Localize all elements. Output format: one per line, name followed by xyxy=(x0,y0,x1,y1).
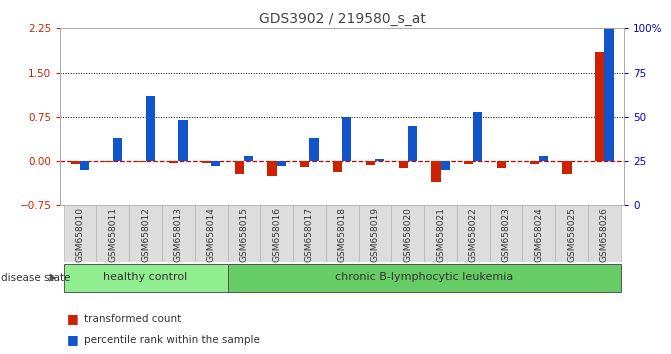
Bar xyxy=(399,161,408,168)
Bar xyxy=(457,205,490,262)
Bar xyxy=(178,120,187,161)
Bar xyxy=(64,205,97,262)
Text: GSM658010: GSM658010 xyxy=(76,207,85,262)
Bar xyxy=(195,205,227,262)
Bar xyxy=(293,205,326,262)
Text: GSM658018: GSM658018 xyxy=(338,207,347,262)
Text: GSM658026: GSM658026 xyxy=(600,207,609,262)
Bar xyxy=(326,205,358,262)
Bar xyxy=(103,161,113,162)
Bar xyxy=(80,161,89,170)
Bar xyxy=(202,161,211,163)
Text: percentile rank within the sample: percentile rank within the sample xyxy=(84,335,260,345)
Text: GSM658024: GSM658024 xyxy=(534,207,544,262)
Bar xyxy=(588,205,621,262)
Bar xyxy=(490,205,523,262)
Bar xyxy=(146,96,155,161)
Text: transformed count: transformed count xyxy=(84,314,181,324)
Text: ■: ■ xyxy=(67,333,79,346)
Bar xyxy=(244,156,253,161)
Bar xyxy=(169,161,178,164)
Bar xyxy=(555,205,588,262)
Bar xyxy=(268,161,276,176)
Bar xyxy=(595,52,605,161)
Text: GSM658014: GSM658014 xyxy=(207,207,215,262)
Bar xyxy=(162,205,195,262)
Title: GDS3902 / 219580_s_at: GDS3902 / 219580_s_at xyxy=(259,12,425,26)
Bar xyxy=(64,263,227,292)
Bar xyxy=(260,205,293,262)
Text: GSM658017: GSM658017 xyxy=(305,207,314,262)
Bar xyxy=(562,161,572,174)
Text: GSM658011: GSM658011 xyxy=(108,207,117,262)
Text: GSM658020: GSM658020 xyxy=(403,207,412,262)
Bar xyxy=(473,112,482,161)
Bar xyxy=(300,161,309,167)
Bar xyxy=(130,205,162,262)
Bar xyxy=(333,161,342,172)
Bar xyxy=(464,161,473,164)
Text: disease state: disease state xyxy=(1,273,71,283)
Bar xyxy=(391,205,424,262)
Text: GSM658021: GSM658021 xyxy=(436,207,445,262)
Text: GSM658019: GSM658019 xyxy=(370,207,380,262)
Bar xyxy=(358,205,391,262)
Bar xyxy=(431,161,441,182)
Text: GSM658012: GSM658012 xyxy=(141,207,150,262)
Text: GSM658025: GSM658025 xyxy=(567,207,576,262)
Bar xyxy=(227,205,260,262)
Text: GSM658015: GSM658015 xyxy=(240,207,248,262)
Bar xyxy=(97,205,130,262)
Text: ■: ■ xyxy=(67,312,79,325)
Text: GSM658013: GSM658013 xyxy=(174,207,183,262)
Bar xyxy=(523,205,555,262)
Bar xyxy=(227,263,621,292)
Text: chronic B-lymphocytic leukemia: chronic B-lymphocytic leukemia xyxy=(335,272,513,282)
Bar xyxy=(375,159,384,161)
Bar xyxy=(71,161,80,164)
Text: GSM658022: GSM658022 xyxy=(469,207,478,262)
Text: GSM658016: GSM658016 xyxy=(272,207,281,262)
Text: healthy control: healthy control xyxy=(103,272,188,282)
Bar xyxy=(366,161,375,165)
Bar xyxy=(235,161,244,174)
Bar xyxy=(441,161,450,170)
Bar xyxy=(529,161,539,164)
Bar xyxy=(309,138,319,161)
Bar xyxy=(211,161,220,166)
Bar xyxy=(539,156,548,161)
Bar xyxy=(424,205,457,262)
Bar xyxy=(605,28,613,161)
Bar xyxy=(408,126,417,161)
Bar xyxy=(497,161,506,168)
Bar xyxy=(342,117,352,161)
Text: GSM658023: GSM658023 xyxy=(501,207,511,262)
Bar xyxy=(113,138,122,161)
Bar xyxy=(136,161,146,162)
Bar xyxy=(276,161,286,166)
